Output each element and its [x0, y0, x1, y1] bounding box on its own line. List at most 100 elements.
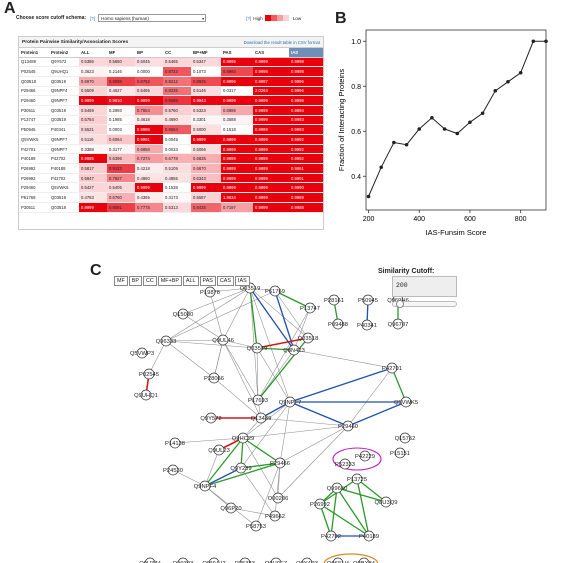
network-node[interactable]: P17693 — [248, 394, 268, 406]
table-row: P40189 P42702 0.9985 0.6396 0.7274 0.6778 0.68… — [19, 153, 323, 165]
network-node[interactable]: Q8N423 — [283, 344, 305, 356]
network-node[interactable]: P61769 — [265, 285, 285, 297]
filter-button-bp[interactable]: BP — [128, 276, 142, 286]
network-node[interactable]: O00206 — [268, 492, 289, 504]
network-node[interactable]: P29460 — [338, 420, 358, 432]
network-node[interactable]: Q9Y239 — [230, 462, 252, 474]
network-node[interactable]: Q9Y4P3 — [296, 557, 318, 563]
network-node[interactable]: Q9UL46 — [212, 334, 234, 346]
table-cell: Q03519 — [49, 76, 79, 87]
filter-button-ias[interactable]: IAS — [235, 276, 250, 286]
legend-help-link[interactable]: [?] — [246, 15, 252, 21]
column-header[interactable]: ALL — [79, 48, 107, 58]
network-edge-green — [356, 478, 370, 537]
network-node[interactable]: P40189 — [359, 530, 379, 542]
network-node[interactable]: P28066 — [204, 372, 224, 384]
network-node[interactable]: P25383 — [235, 557, 255, 563]
table-cell: 0.6835 — [191, 153, 221, 165]
network-node[interactable]: Q8U3Q9 — [375, 496, 398, 508]
filter-button-mf[interactable]: MF — [114, 276, 128, 286]
network-node[interactable]: P14138 — [165, 437, 185, 449]
column-header[interactable]: IAS — [289, 48, 323, 58]
column-header[interactable]: BP+MF — [191, 48, 221, 58]
network-node[interactable]: P24530 — [163, 464, 183, 476]
network-node[interactable]: P26992 — [310, 498, 330, 510]
network-node[interactable]: Q9UHQ1 — [134, 389, 158, 401]
network-node[interactable]: Q99303 — [173, 557, 194, 563]
column-header[interactable]: CAS — [253, 48, 289, 58]
network-node[interactable]: P58753 — [246, 520, 266, 532]
table-row: P50945 P40341 0.5521 0.0003 0.9998 0.8664 0.50… — [19, 124, 323, 135]
network-node[interactable]: Q13489 — [251, 412, 272, 424]
network-node[interactable]: Q9Y572 — [200, 412, 222, 424]
column-header[interactable]: CC — [163, 48, 191, 58]
network-node[interactable]: P13725 — [347, 473, 367, 485]
network-node[interactable]: P02545 — [139, 368, 159, 380]
column-header[interactable]: Protein2 — [49, 48, 79, 58]
network-node[interactable]: P15151 — [390, 447, 410, 459]
network-node[interactable]: P19878 — [200, 286, 220, 298]
table-cell: 0.9999 — [253, 182, 289, 194]
network-node[interactable]: Q03518 — [298, 332, 319, 344]
table-cell: 0.9999 — [253, 57, 289, 68]
network-node[interactable]: Q9NPF7 — [279, 396, 302, 408]
cutoff-slider[interactable] — [392, 300, 457, 308]
network-node[interactable]: P49662 — [265, 510, 285, 522]
node-label: Q99650 — [327, 486, 348, 492]
network-node[interactable]: Q15080 — [173, 308, 194, 320]
column-header[interactable]: MF — [107, 48, 135, 58]
network-node[interactable]: P29466 — [270, 457, 290, 469]
filter-button-cc[interactable]: CC — [143, 276, 157, 286]
table-cell: 0.4855 — [163, 173, 191, 184]
cutoff-input[interactable]: 200 — [392, 276, 457, 297]
network-node[interactable]: P13747 — [300, 302, 320, 314]
network-node[interactable]: Q03519 — [247, 342, 268, 354]
series-line — [368, 40, 546, 197]
network-edge-gray — [165, 287, 251, 342]
network-node[interactable]: Q9NVH2 — [202, 557, 226, 563]
network-node[interactable]: P52333 — [335, 458, 355, 470]
download-csv-link[interactable]: Download the result table in CSV format — [243, 39, 320, 45]
network-node[interactable]: Q9HC29 — [232, 432, 255, 444]
filter-button-cas[interactable]: CAS — [216, 276, 234, 286]
schema-select[interactable]: Homo sapiens (human) ▾ — [98, 14, 207, 22]
network-node[interactable]: Q96707 — [388, 318, 409, 330]
network-node[interactable]: Q96333 — [156, 335, 177, 347]
network-node[interactable]: Q9H0E7 — [265, 557, 287, 563]
filter-button-pas[interactable]: PAS — [199, 276, 216, 286]
node-label: Q5VWP3 — [130, 351, 154, 357]
column-header[interactable]: PAS — [221, 48, 253, 58]
filter-button-all[interactable]: ALL — [182, 276, 199, 286]
network-edge-gray — [222, 339, 262, 419]
node-label: Q96SU4 — [327, 561, 350, 563]
network-node[interactable]: Q9UL23 — [208, 444, 230, 456]
network-node[interactable]: Q9NPF4 — [194, 480, 217, 492]
node-label: Q96P20 — [220, 506, 241, 512]
network-node[interactable]: P28161 — [324, 294, 344, 306]
network-node[interactable]: Q15762 — [395, 432, 416, 444]
table-cell: P29460 — [19, 182, 49, 194]
network-node[interactable]: Q5VWP3 — [130, 347, 154, 359]
network-node[interactable]: Q9H334 — [139, 557, 162, 563]
network-node[interactable]: Q5VWK5 — [394, 396, 418, 408]
network-node[interactable]: P42702 — [321, 530, 341, 542]
network-node[interactable]: P42229 — [355, 450, 375, 462]
cutoff-slider-handle[interactable] — [396, 300, 404, 308]
node-circle — [394, 447, 406, 459]
column-header[interactable]: Protein1 — [19, 48, 49, 58]
filter-button-mf-bp[interactable]: MF+BP — [157, 276, 182, 286]
network-edge-gray — [274, 462, 281, 517]
network-node[interactable]: Q96SU4 — [327, 557, 350, 563]
schema-help-link[interactable]: [?] — [90, 15, 96, 21]
network-edge-gray — [222, 339, 258, 349]
network-node[interactable]: Q96P20 — [220, 502, 242, 514]
network-node[interactable]: P50945 — [358, 294, 378, 306]
network-node[interactable]: Q99650 — [327, 482, 348, 494]
network-node[interactable]: Q9BX84 — [353, 557, 376, 563]
network-node[interactable]: P40341 — [357, 319, 377, 331]
network-node[interactable]: P09488 — [328, 318, 348, 330]
node-label: P42701 — [382, 366, 402, 372]
column-header[interactable]: BP — [135, 48, 163, 58]
network-node[interactable]: P42701 — [382, 362, 402, 374]
table-cell: P40341 — [49, 124, 79, 135]
